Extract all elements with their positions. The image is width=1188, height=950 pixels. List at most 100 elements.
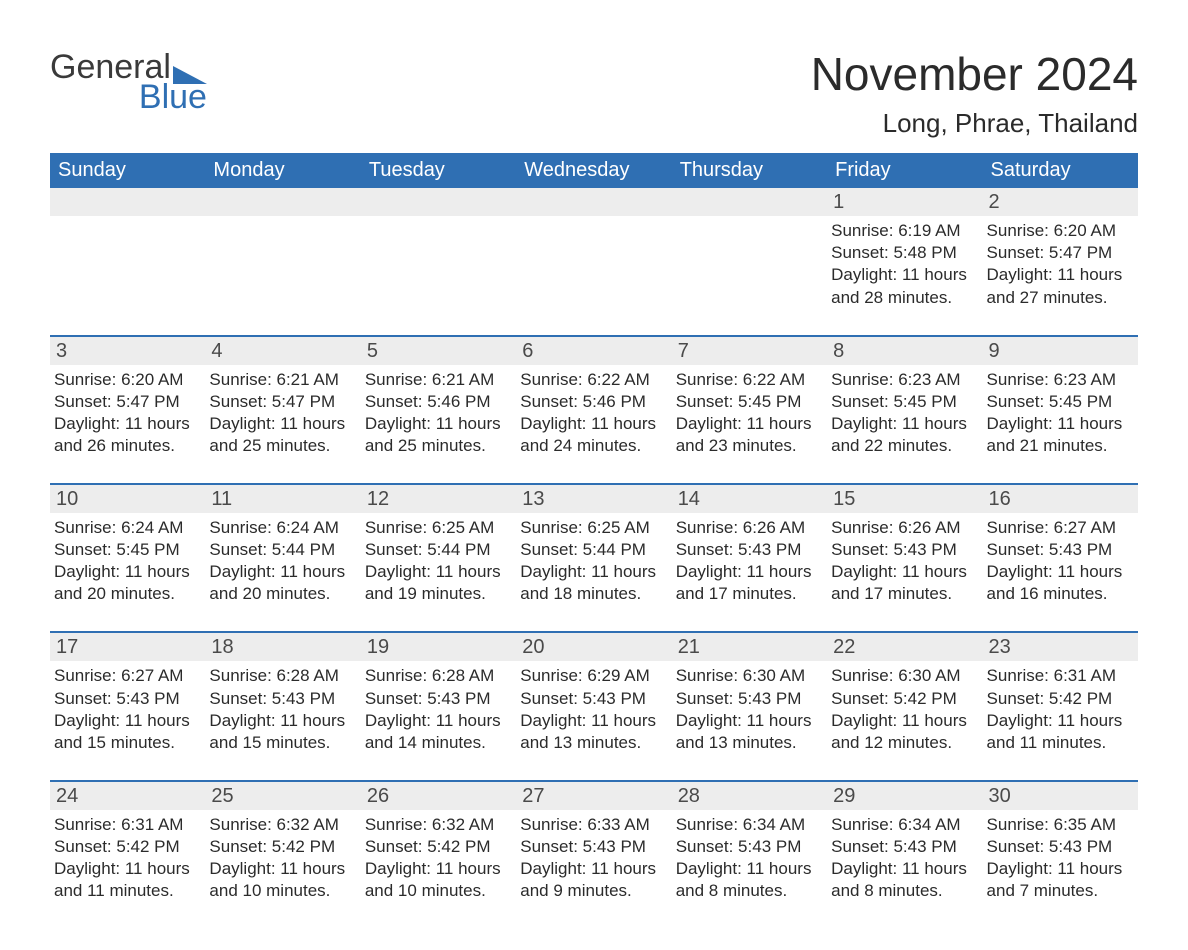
sunset-text: Sunset: 5:43 PM: [209, 688, 356, 710]
daylight-text: Daylight: 11 hours and 28 minutes.: [831, 264, 978, 308]
sunset-text: Sunset: 5:43 PM: [520, 688, 667, 710]
calendar-page: General Blue November 2024 Long, Phrae, …: [0, 0, 1188, 950]
calendar-cell: 12Sunrise: 6:25 AMSunset: 5:44 PMDayligh…: [361, 485, 516, 613]
calendar-cell: 30Sunrise: 6:35 AMSunset: 5:43 PMDayligh…: [983, 782, 1138, 910]
daylight-text: Daylight: 11 hours and 11 minutes.: [54, 858, 201, 902]
day-details: Sunrise: 6:31 AMSunset: 5:42 PMDaylight:…: [987, 661, 1134, 753]
day-number: 21: [672, 633, 827, 661]
day-number: 3: [50, 337, 205, 365]
calendar-week: 1Sunrise: 6:19 AMSunset: 5:48 PMDaylight…: [50, 188, 1138, 316]
sunrise-text: Sunrise: 6:21 AM: [209, 369, 356, 391]
calendar-cell: 28Sunrise: 6:34 AMSunset: 5:43 PMDayligh…: [672, 782, 827, 910]
calendar-cell: 5Sunrise: 6:21 AMSunset: 5:46 PMDaylight…: [361, 337, 516, 465]
calendar-week: 10Sunrise: 6:24 AMSunset: 5:45 PMDayligh…: [50, 483, 1138, 613]
day-header: Saturday: [983, 153, 1138, 188]
sunset-text: Sunset: 5:45 PM: [54, 539, 201, 561]
sunrise-text: Sunrise: 6:27 AM: [987, 517, 1134, 539]
day-number: 1: [827, 188, 982, 216]
day-details: Sunrise: 6:20 AMSunset: 5:47 PMDaylight:…: [54, 365, 201, 457]
day-number: 14: [672, 485, 827, 513]
calendar-cell: 17Sunrise: 6:27 AMSunset: 5:43 PMDayligh…: [50, 633, 205, 761]
day-details: Sunrise: 6:25 AMSunset: 5:44 PMDaylight:…: [365, 513, 512, 605]
calendar-cell: 2Sunrise: 6:20 AMSunset: 5:47 PMDaylight…: [983, 188, 1138, 316]
day-number: 6: [516, 337, 671, 365]
day-number: 16: [983, 485, 1138, 513]
calendar-cell: 9Sunrise: 6:23 AMSunset: 5:45 PMDaylight…: [983, 337, 1138, 465]
sunrise-text: Sunrise: 6:21 AM: [365, 369, 512, 391]
sunset-text: Sunset: 5:43 PM: [831, 539, 978, 561]
day-number: 18: [205, 633, 360, 661]
day-header: Thursday: [672, 153, 827, 188]
daylight-text: Daylight: 11 hours and 7 minutes.: [987, 858, 1134, 902]
day-number: 5: [361, 337, 516, 365]
sunrise-text: Sunrise: 6:30 AM: [831, 665, 978, 687]
sunset-text: Sunset: 5:45 PM: [831, 391, 978, 413]
page-header: General Blue November 2024 Long, Phrae, …: [50, 50, 1138, 139]
day-number: 25: [205, 782, 360, 810]
day-details: Sunrise: 6:28 AMSunset: 5:43 PMDaylight:…: [365, 661, 512, 753]
calendar-cell: 23Sunrise: 6:31 AMSunset: 5:42 PMDayligh…: [983, 633, 1138, 761]
day-number: 11: [205, 485, 360, 513]
day-details: Sunrise: 6:23 AMSunset: 5:45 PMDaylight:…: [987, 365, 1134, 457]
daylight-text: Daylight: 11 hours and 11 minutes.: [987, 710, 1134, 754]
sunrise-text: Sunrise: 6:19 AM: [831, 220, 978, 242]
day-header: Friday: [827, 153, 982, 188]
day-number: 7: [672, 337, 827, 365]
logo: General Blue: [50, 50, 207, 114]
sunrise-text: Sunrise: 6:31 AM: [987, 665, 1134, 687]
sunset-text: Sunset: 5:43 PM: [365, 688, 512, 710]
sunset-text: Sunset: 5:47 PM: [54, 391, 201, 413]
day-details: Sunrise: 6:21 AMSunset: 5:47 PMDaylight:…: [209, 365, 356, 457]
day-details: Sunrise: 6:34 AMSunset: 5:43 PMDaylight:…: [676, 810, 823, 902]
calendar-cell: 29Sunrise: 6:34 AMSunset: 5:43 PMDayligh…: [827, 782, 982, 910]
day-number: 8: [827, 337, 982, 365]
sunset-text: Sunset: 5:42 PM: [54, 836, 201, 858]
calendar-cell: 27Sunrise: 6:33 AMSunset: 5:43 PMDayligh…: [516, 782, 671, 910]
sunrise-text: Sunrise: 6:25 AM: [520, 517, 667, 539]
daylight-text: Daylight: 11 hours and 27 minutes.: [987, 264, 1134, 308]
sunrise-text: Sunrise: 6:27 AM: [54, 665, 201, 687]
daylight-text: Daylight: 11 hours and 12 minutes.: [831, 710, 978, 754]
daylight-text: Daylight: 11 hours and 17 minutes.: [676, 561, 823, 605]
sunset-text: Sunset: 5:48 PM: [831, 242, 978, 264]
calendar-week: 3Sunrise: 6:20 AMSunset: 5:47 PMDaylight…: [50, 335, 1138, 465]
daylight-text: Daylight: 11 hours and 25 minutes.: [209, 413, 356, 457]
sunset-text: Sunset: 5:43 PM: [54, 688, 201, 710]
daylight-text: Daylight: 11 hours and 15 minutes.: [54, 710, 201, 754]
day-details: Sunrise: 6:35 AMSunset: 5:43 PMDaylight:…: [987, 810, 1134, 902]
day-number: 30: [983, 782, 1138, 810]
calendar-cell: 11Sunrise: 6:24 AMSunset: 5:44 PMDayligh…: [205, 485, 360, 613]
day-details: Sunrise: 6:24 AMSunset: 5:44 PMDaylight:…: [209, 513, 356, 605]
day-number: [361, 188, 516, 216]
sunset-text: Sunset: 5:42 PM: [831, 688, 978, 710]
daylight-text: Daylight: 11 hours and 13 minutes.: [520, 710, 667, 754]
title-location: Long, Phrae, Thailand: [811, 108, 1138, 139]
calendar-cell: 14Sunrise: 6:26 AMSunset: 5:43 PMDayligh…: [672, 485, 827, 613]
calendar-week: 17Sunrise: 6:27 AMSunset: 5:43 PMDayligh…: [50, 631, 1138, 761]
sunrise-text: Sunrise: 6:26 AM: [676, 517, 823, 539]
day-number: 29: [827, 782, 982, 810]
sunset-text: Sunset: 5:42 PM: [365, 836, 512, 858]
daylight-text: Daylight: 11 hours and 9 minutes.: [520, 858, 667, 902]
sunrise-text: Sunrise: 6:34 AM: [831, 814, 978, 836]
sunrise-text: Sunrise: 6:28 AM: [365, 665, 512, 687]
calendar-cell: 13Sunrise: 6:25 AMSunset: 5:44 PMDayligh…: [516, 485, 671, 613]
day-number: 2: [983, 188, 1138, 216]
sunset-text: Sunset: 5:45 PM: [987, 391, 1134, 413]
sunset-text: Sunset: 5:47 PM: [987, 242, 1134, 264]
calendar-cell: 7Sunrise: 6:22 AMSunset: 5:45 PMDaylight…: [672, 337, 827, 465]
day-number: 24: [50, 782, 205, 810]
logo-text-bottom: Blue: [50, 80, 207, 114]
calendar-cell: 25Sunrise: 6:32 AMSunset: 5:42 PMDayligh…: [205, 782, 360, 910]
day-number: [672, 188, 827, 216]
calendar-cell: [205, 188, 360, 316]
sunrise-text: Sunrise: 6:32 AM: [209, 814, 356, 836]
calendar-cell: 1 Sunrise: 6:19 AMSunset: 5:48 PMDaylight…: [827, 188, 982, 316]
daylight-text: Daylight: 11 hours and 16 minutes.: [987, 561, 1134, 605]
day-number: [50, 188, 205, 216]
sunrise-text: Sunrise: 6:23 AM: [831, 369, 978, 391]
daylight-text: Daylight: 11 hours and 8 minutes.: [831, 858, 978, 902]
day-details: Sunrise: 6:32 AMSunset: 5:42 PMDaylight:…: [209, 810, 356, 902]
calendar-cell: 20Sunrise: 6:29 AMSunset: 5:43 PMDayligh…: [516, 633, 671, 761]
sunrise-text: Sunrise: 6:22 AM: [676, 369, 823, 391]
